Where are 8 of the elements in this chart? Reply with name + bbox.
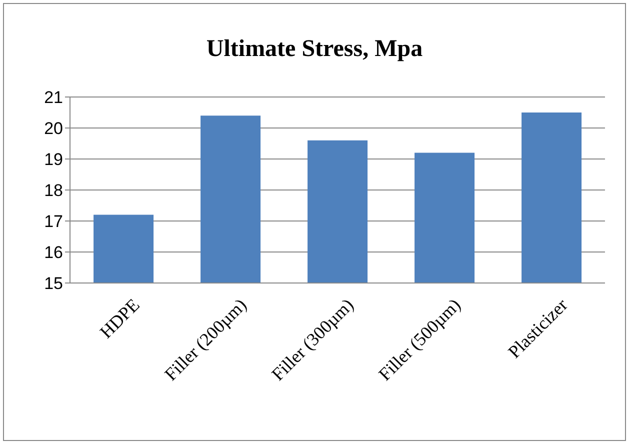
y-tick-label: 20 <box>44 119 63 138</box>
y-tick-label: 16 <box>44 243 63 262</box>
y-tick-label: 19 <box>44 150 63 170</box>
y-tick-label: 17 <box>44 212 63 232</box>
chart-title: Ultimate Stress, Mpa <box>205 36 424 63</box>
y-tick-label: 21 <box>44 88 63 108</box>
y-tick-label: 15 <box>44 274 63 294</box>
y-tick-label: 18 <box>44 181 63 200</box>
